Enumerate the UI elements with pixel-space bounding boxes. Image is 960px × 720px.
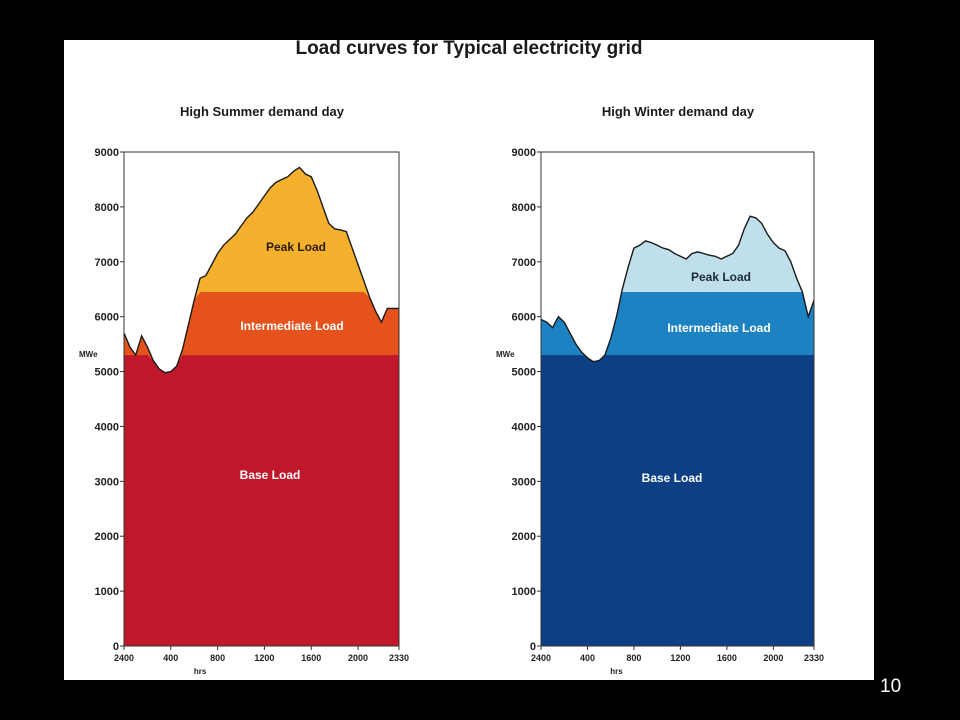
chart1-x-tick-2330: 2330 [389,653,409,663]
chart2-y-axis-label: MWe [496,350,515,359]
chart1-y-tick-4000: 4000 [95,421,119,433]
chart1-y-tick-7000: 7000 [95,257,119,269]
chart1-base-load-area [124,355,399,646]
chart1-peak-load-label: Peak Load [266,240,326,254]
chart1-x-axis-label: hrs [194,667,207,676]
chart1-intermediate-load-label: Intermediate Load [240,319,343,333]
chart1-y-tick-9000: 9000 [95,147,119,159]
chart2-y-tick-2000: 2000 [512,531,536,543]
chart2-x-tick-400: 400 [580,653,595,663]
chart2-x-tick-1200: 1200 [670,653,690,663]
chart1-x-tick-1600: 1600 [301,653,321,663]
chart2-demand-line [540,215,815,363]
chart2-y-tick-9000: 9000 [512,147,536,159]
chart2-x-tick-2400: 2400 [531,653,551,663]
chart2-x-axis-label: hrs [610,667,623,676]
chart1-demand-line [123,166,399,374]
chart2-x-tick-2000: 2000 [763,653,783,663]
chart2-y-tick-7000: 7000 [512,257,536,269]
chart1-y-axis-label: MWe [79,350,98,359]
chart2-x-tick-800: 800 [626,653,641,663]
chart1-y-tick-5000: 5000 [95,367,119,379]
chart1-x-tick-800: 800 [210,653,225,663]
chart1-base-load-label: Base Load [240,468,301,482]
charts-canvas: High Summer demand day010002000300040005… [79,104,824,676]
chart2-intermediate-load-label: Intermediate Load [667,321,770,335]
chart1-y-tick-2000: 2000 [95,531,119,543]
chart2-peak-load-label: Peak Load [691,270,751,284]
chart1-y-tick-8000: 8000 [95,202,119,214]
chart2-base-load-label: Base Load [642,471,703,485]
chart1-y-tick-1000: 1000 [95,586,119,598]
chart2-y-tick-5000: 5000 [512,367,536,379]
chart1-y-tick-3000: 3000 [95,476,119,488]
main-title: Load curves for Typical electricity grid [295,38,643,59]
slide-panel: Load curves for Typical electricity grid… [64,38,874,680]
chart2-x-tick-2330: 2330 [804,653,824,663]
chart2-y-tick-1000: 1000 [512,586,536,598]
chart1-x-tick-2400: 2400 [114,653,134,663]
slide-number: 10 [880,676,902,697]
chart1-y-tick-6000: 6000 [95,312,119,324]
chart2-y-tick-0: 0 [530,641,536,653]
chart2-y-tick-4000: 4000 [512,421,536,433]
chart1-x-tick-2000: 2000 [348,653,368,663]
chart1-title: High Summer demand day [180,104,345,119]
chart2-y-tick-3000: 3000 [512,476,536,488]
chart2-x-tick-1600: 1600 [717,653,737,663]
chart2-y-tick-6000: 6000 [512,312,536,324]
chart1-plot-frame [123,151,400,647]
chart2-base-load-area [541,355,814,646]
chart2-title: High Winter demand day [602,104,755,119]
chart2-plot-frame [540,151,815,647]
chart1-x-tick-400: 400 [163,653,178,663]
chart1-y-tick-0: 0 [113,641,119,653]
chart2-y-tick-8000: 8000 [512,202,536,214]
chart1-x-tick-1200: 1200 [254,653,274,663]
